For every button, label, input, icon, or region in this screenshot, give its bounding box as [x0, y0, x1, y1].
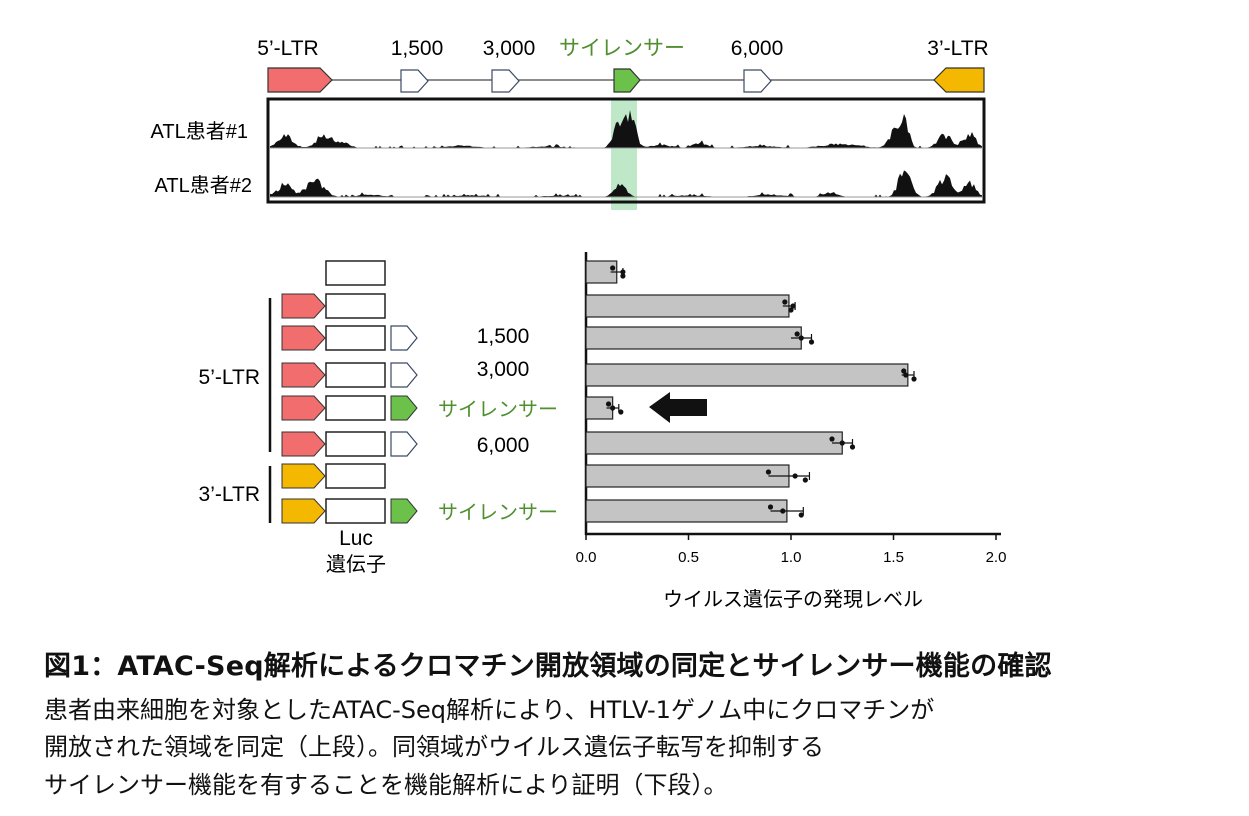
track-1-label: ATL患者#1	[151, 120, 248, 143]
label-3000: 3,000	[483, 37, 536, 60]
data-point	[790, 303, 796, 309]
bar	[585, 431, 843, 455]
ltr5-arrow	[267, 67, 333, 93]
region-1500-arrow	[390, 325, 418, 351]
label-ltr3: 3’-LTR	[927, 37, 988, 60]
luc-gene-label: 遺伝子	[326, 553, 386, 576]
row-label-3000: 3,000	[477, 358, 530, 381]
data-point	[788, 307, 794, 313]
highlight-arrow-icon	[649, 392, 707, 423]
bar	[585, 363, 909, 387]
group-label-ltr3: 3’-LTR	[199, 483, 260, 506]
luc-box	[325, 293, 386, 319]
data-point	[798, 335, 804, 341]
x-tick-label: 1.5	[883, 549, 904, 566]
ltr5-arrow	[281, 293, 326, 319]
chart-bars	[585, 260, 917, 523]
data-point	[792, 473, 798, 479]
region-6000-arrow	[743, 69, 772, 93]
caption-line: 開放された領域を同定（上段）。同領域がウイルス遺伝子転写を抑制する	[44, 733, 824, 761]
luc-box	[325, 260, 386, 286]
ltr3-arrow	[933, 67, 985, 93]
x-tick-label: 2.0	[986, 549, 1007, 566]
caption-title: 図1：ATAC-Seq解析によるクロマチン開放領域の同定とサイレンサー機能の確認	[44, 651, 1052, 682]
ltr3-arrow	[281, 463, 326, 489]
bar	[585, 464, 790, 488]
luc-gene-label: Luc	[339, 527, 373, 550]
data-point	[765, 469, 772, 475]
genome-map: 5’-LTR 1,500 3,000 サイレンサー 6,000 3’-LTR	[257, 37, 989, 93]
bar-chart: 0.0 0.5 1.0 1.5 2.0 ウイルス遺伝子の発現レベル	[576, 252, 1007, 611]
x-tick-label: 1.0	[781, 549, 802, 566]
data-point	[849, 444, 856, 450]
data-point	[802, 477, 808, 483]
ltr3-arrow	[281, 498, 326, 524]
track-2-profile	[270, 170, 982, 197]
x-tick-label: 0.5	[678, 549, 699, 566]
ltr5-arrow	[281, 325, 326, 351]
data-point	[901, 368, 907, 374]
row-label-1500: 1,500	[477, 325, 530, 348]
bar	[585, 326, 802, 350]
atac-tracks: ATL患者#1 ATL患者#2	[151, 97, 986, 210]
x-tick-label: 0.0	[576, 549, 597, 566]
luc-box	[325, 431, 386, 457]
chart-ticks: 0.0 0.5 1.0 1.5 2.0	[576, 534, 1007, 566]
group-label-ltr5: 5’-LTR	[199, 366, 260, 389]
luc-box	[325, 325, 386, 351]
data-point	[903, 372, 909, 378]
data-point	[829, 436, 835, 442]
data-point	[798, 512, 804, 518]
silencer-arrow	[613, 68, 641, 93]
caption-line: サイレンサー機能を有することを機能解析により証明（下段）。	[44, 771, 728, 799]
data-point	[839, 440, 845, 446]
row-label-6000: 6,000	[477, 434, 530, 457]
constructs: 5’-LTR 3’-LTR 1,500 3,000 サイレンサー 6,000 サ…	[199, 260, 558, 576]
region-3000-arrow	[491, 69, 520, 93]
region-1500-arrow	[400, 69, 429, 93]
x-axis-label: ウイルス遺伝子の発現レベル	[663, 588, 923, 611]
region-3000-arrow	[390, 362, 418, 388]
label-1500: 1,500	[391, 37, 444, 60]
data-point	[780, 508, 786, 514]
data-point	[620, 273, 626, 279]
region-6000-arrow	[390, 431, 418, 457]
luc-box	[325, 395, 386, 421]
ltr5-arrow	[281, 431, 326, 457]
luc-box	[325, 463, 386, 489]
data-point	[911, 376, 917, 382]
data-point	[605, 401, 612, 407]
label-silencer: サイレンサー	[559, 37, 685, 60]
data-point	[618, 409, 624, 415]
ltr5-arrow	[281, 395, 326, 421]
ltr5-arrow	[281, 362, 326, 388]
luc-box	[325, 498, 386, 524]
data-point	[610, 265, 616, 271]
bar	[585, 294, 790, 318]
row-label-silencer: サイレンサー	[438, 399, 558, 421]
data-point	[782, 299, 788, 305]
silencer-arrow	[390, 395, 418, 421]
bar	[585, 499, 788, 523]
tracks-frame	[266, 97, 986, 204]
label-ltr5: 5’-LTR	[257, 37, 318, 60]
luc-box	[325, 362, 386, 388]
silencer-arrow	[390, 498, 418, 524]
caption-line: 患者由来細胞を対象としたATAC-Seq解析により、HTLV-1ゲノム中にクロマ…	[44, 696, 935, 724]
data-point	[620, 269, 626, 275]
data-point	[610, 405, 616, 411]
row-label-silencer: サイレンサー	[438, 502, 558, 524]
track-1-profile	[270, 110, 982, 148]
data-point	[794, 331, 800, 337]
data-point	[767, 504, 774, 510]
label-6000: 6,000	[731, 37, 784, 60]
data-point	[808, 339, 815, 345]
track-2-label: ATL患者#2	[155, 174, 252, 197]
